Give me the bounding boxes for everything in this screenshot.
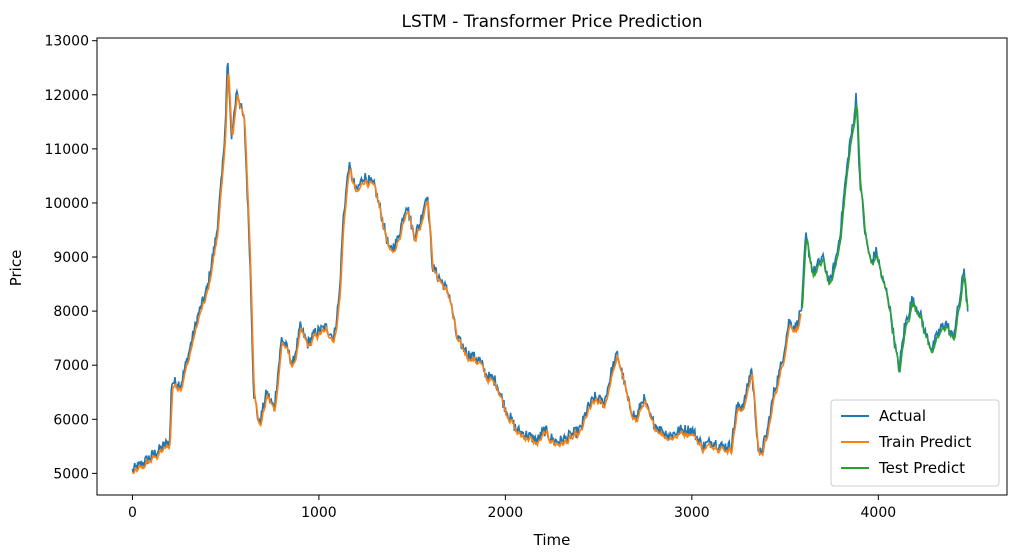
series-line-train-predict bbox=[132, 73, 802, 475]
axes-frame bbox=[96, 37, 1008, 496]
x-tick-label: 2000 bbox=[488, 505, 524, 521]
y-tick-label: 12000 bbox=[44, 88, 89, 104]
y-tick-label: 11000 bbox=[44, 142, 89, 158]
series-line-test-predict bbox=[801, 103, 969, 373]
plot-area bbox=[131, 62, 969, 475]
y-tick-label: 13000 bbox=[44, 34, 89, 50]
chart-title: LSTM - Transformer Price Prediction bbox=[402, 12, 703, 32]
legend-box bbox=[830, 399, 1000, 487]
x-axis-label: Time bbox=[533, 531, 571, 549]
axes: 0 1000 2000 3000 4000 5000 6000 7000 8000 9000 100… bbox=[44, 34, 1008, 521]
y-tick-label: 7000 bbox=[53, 358, 89, 374]
x-tick-label: 3000 bbox=[674, 505, 710, 521]
legend-label: Train Predict bbox=[878, 433, 972, 451]
y-tick-label: 9000 bbox=[53, 250, 89, 266]
x-tick-label: 0 bbox=[128, 505, 137, 521]
y-tick-label: 6000 bbox=[53, 412, 89, 428]
legend-label: Test Predict bbox=[878, 459, 965, 477]
legend-label: Actual bbox=[879, 407, 926, 425]
x-tick-label: 4000 bbox=[861, 505, 897, 521]
x-tick-label: 1000 bbox=[301, 505, 337, 521]
legend: Actual Train Predict Test Predict bbox=[830, 399, 1000, 487]
y-tick-label: 8000 bbox=[53, 304, 89, 320]
y-tick-label: 10000 bbox=[44, 196, 89, 212]
y-tick-label: 5000 bbox=[53, 466, 89, 482]
y-axis-label: Price bbox=[7, 250, 25, 287]
